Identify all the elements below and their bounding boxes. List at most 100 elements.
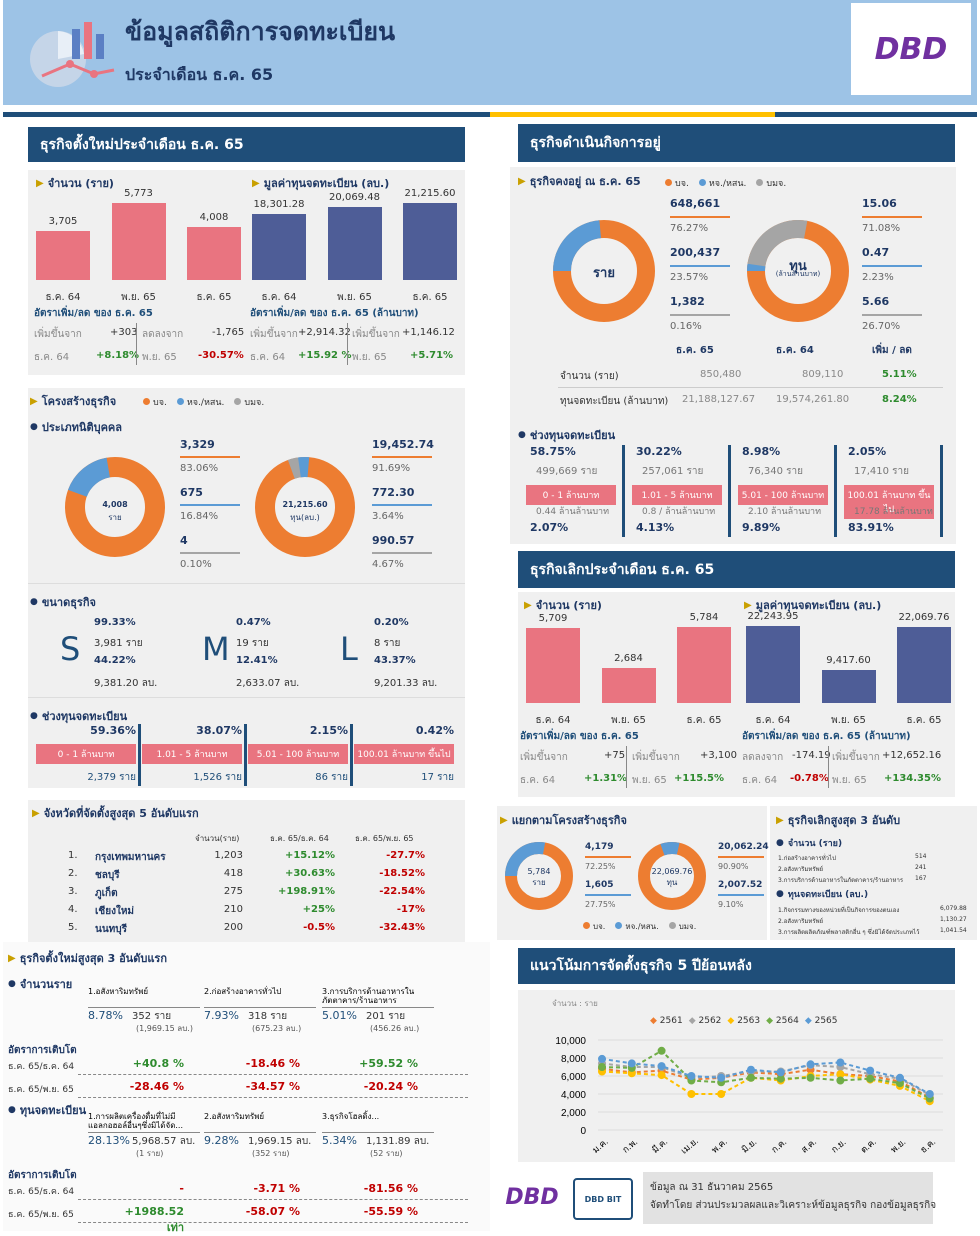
text: เพิ่มขึ้นจาก [520, 752, 568, 763]
value: -1,765 [212, 327, 245, 338]
data-point [836, 1070, 845, 1079]
stat-value: 1,382 [670, 295, 705, 308]
growth-yoy: +198.91% [278, 886, 335, 897]
footer-credit: จัดทำโดย ส่วนประมวลผลและวิเคราะห์ข้อมูลธ… [650, 1200, 937, 1211]
divider [138, 724, 141, 786]
value: +75 [604, 750, 626, 761]
divider [322, 1132, 434, 1133]
data-point [717, 1073, 726, 1082]
value: 809,110 [802, 369, 844, 380]
data-point [866, 1066, 875, 1075]
legend-label: 2562 [698, 1016, 722, 1026]
stat-line [718, 894, 764, 896]
growth-mom: -27.7% [386, 850, 425, 861]
legend-dot [668, 922, 676, 929]
y-tick-label: 10,000 [555, 1036, 586, 1047]
rank: 3. [68, 886, 78, 897]
value: 850,480 [700, 369, 742, 380]
triangle-icon: ▶ [518, 175, 526, 187]
stat-percent: 0.10% [180, 559, 212, 570]
data-point [806, 1060, 815, 1069]
range-band: 1.01 - 5 ล้านบาท [142, 744, 242, 764]
x-tick-label: พ.ย. 65 [611, 715, 646, 726]
growth-mom: -17% [396, 904, 425, 915]
divider [350, 724, 353, 786]
closed-top3-panel [770, 806, 977, 940]
donut-center: ราย [593, 266, 615, 281]
text: เพิ่มขึ้นจาก [34, 329, 82, 340]
divider [775, 112, 977, 117]
stat-value: 19,452.74 [372, 438, 434, 451]
donut-chart-type [65, 457, 165, 557]
item-value: 514 [915, 853, 927, 860]
divider [347, 323, 348, 365]
legend: บจ. หจ./หสน. บมจ. [583, 920, 696, 933]
item-name: 2.อสังหาริมทรัพย์ [204, 1112, 265, 1121]
stat-line [862, 314, 922, 316]
divider [88, 1132, 200, 1133]
legend-marker: ◆ [766, 1016, 774, 1026]
range-capital: 0.44 ล้านล้านบาท [536, 507, 610, 517]
x-tick-label: เม.ย. [679, 1136, 700, 1156]
stat-percent: 83.06% [180, 463, 219, 474]
stat-value: 200,437 [670, 246, 721, 259]
value: 8.24% [882, 394, 917, 405]
x-tick-label: พ.ย. 65 [337, 292, 372, 303]
capital-label: มูลค่าทุนจดทะเบียน (ลบ.) [755, 599, 882, 612]
dbd-bit-logo: DBD BIT [573, 1178, 633, 1220]
text: ลดลงจาก [142, 329, 184, 340]
triangle-icon: ▶ [30, 395, 38, 407]
data-point [746, 1065, 755, 1074]
bar [252, 213, 306, 280]
triangle-icon: ▶ [36, 177, 44, 189]
growth-2: -55.59 % [363, 1205, 418, 1218]
province-name: กรุงเทพมหานคร [95, 852, 166, 863]
growth-2: -34.57 % [245, 1080, 300, 1093]
stat-value: 2,007.52 [718, 880, 763, 890]
legend-marker: ◆ [650, 1016, 657, 1026]
data-point [836, 1076, 845, 1085]
bar-label: 4,008 [199, 211, 229, 223]
data-point [627, 1059, 636, 1068]
sub-title: ประเภทนิติบุคคล [41, 421, 123, 434]
text: ลดลงจาก [742, 752, 784, 763]
x-tick-label: ต.ค. [859, 1136, 878, 1155]
y-tick-label: 0 [580, 1126, 586, 1137]
x-tick-label: ก.พ. [620, 1137, 639, 1155]
structure-title: โครงสร้างธุรกิจ [41, 395, 117, 408]
growth-1: -3.71 % [253, 1182, 300, 1195]
bar [111, 203, 166, 280]
data-point [687, 1072, 696, 1080]
growth-mom: -32.43% [379, 922, 425, 933]
legend-item: ◆ 2563 [727, 1016, 760, 1026]
legend-item: ◆ 2561 [650, 1016, 683, 1026]
range-count: 257,061 ราย [642, 466, 704, 477]
range-count: 1,526 ราย [193, 772, 242, 783]
text: ธ.ค. 64 [34, 352, 70, 363]
triangle-icon: ▶ [32, 807, 40, 819]
stat-line [670, 216, 730, 218]
value: 5.11% [882, 369, 917, 380]
legend-label: 2565 [814, 1016, 838, 1026]
text: ธ.ค. 64 [520, 775, 556, 786]
growth-1: -81.56 % [363, 1182, 418, 1195]
sub-title: แยกตามโครงสร้างธุรกิจ [511, 814, 627, 827]
x-tick-label: ก.ย. [829, 1137, 847, 1155]
closed-struct-panel [497, 806, 767, 940]
text: พ.ย. 65 [832, 775, 867, 786]
x-tick-label: ก.ค. [769, 1137, 788, 1155]
y-tick-label: 4,000 [561, 1090, 586, 1101]
province-count: 200 [223, 922, 243, 933]
footer-date: ข้อมูล ณ 31 ธันวาคม 2565 [650, 1182, 774, 1193]
bar [746, 626, 800, 703]
data-point [746, 1073, 755, 1082]
item-percent: 8.78% [88, 1009, 123, 1022]
series-line-2562 [601, 1062, 931, 1096]
legend-label: หจ./หสน. [708, 179, 747, 189]
divider [622, 445, 625, 537]
capital-label: มูลค่าทุนจดทะเบียน (ลบ.) [263, 177, 390, 190]
row-label: ธ.ค. 65/ธ.ค. 64 [8, 1062, 75, 1072]
legend-item: ◆ 2562 [689, 1016, 722, 1026]
text: เพิ่มขึ้นจาก [352, 329, 400, 340]
bar [821, 670, 876, 703]
